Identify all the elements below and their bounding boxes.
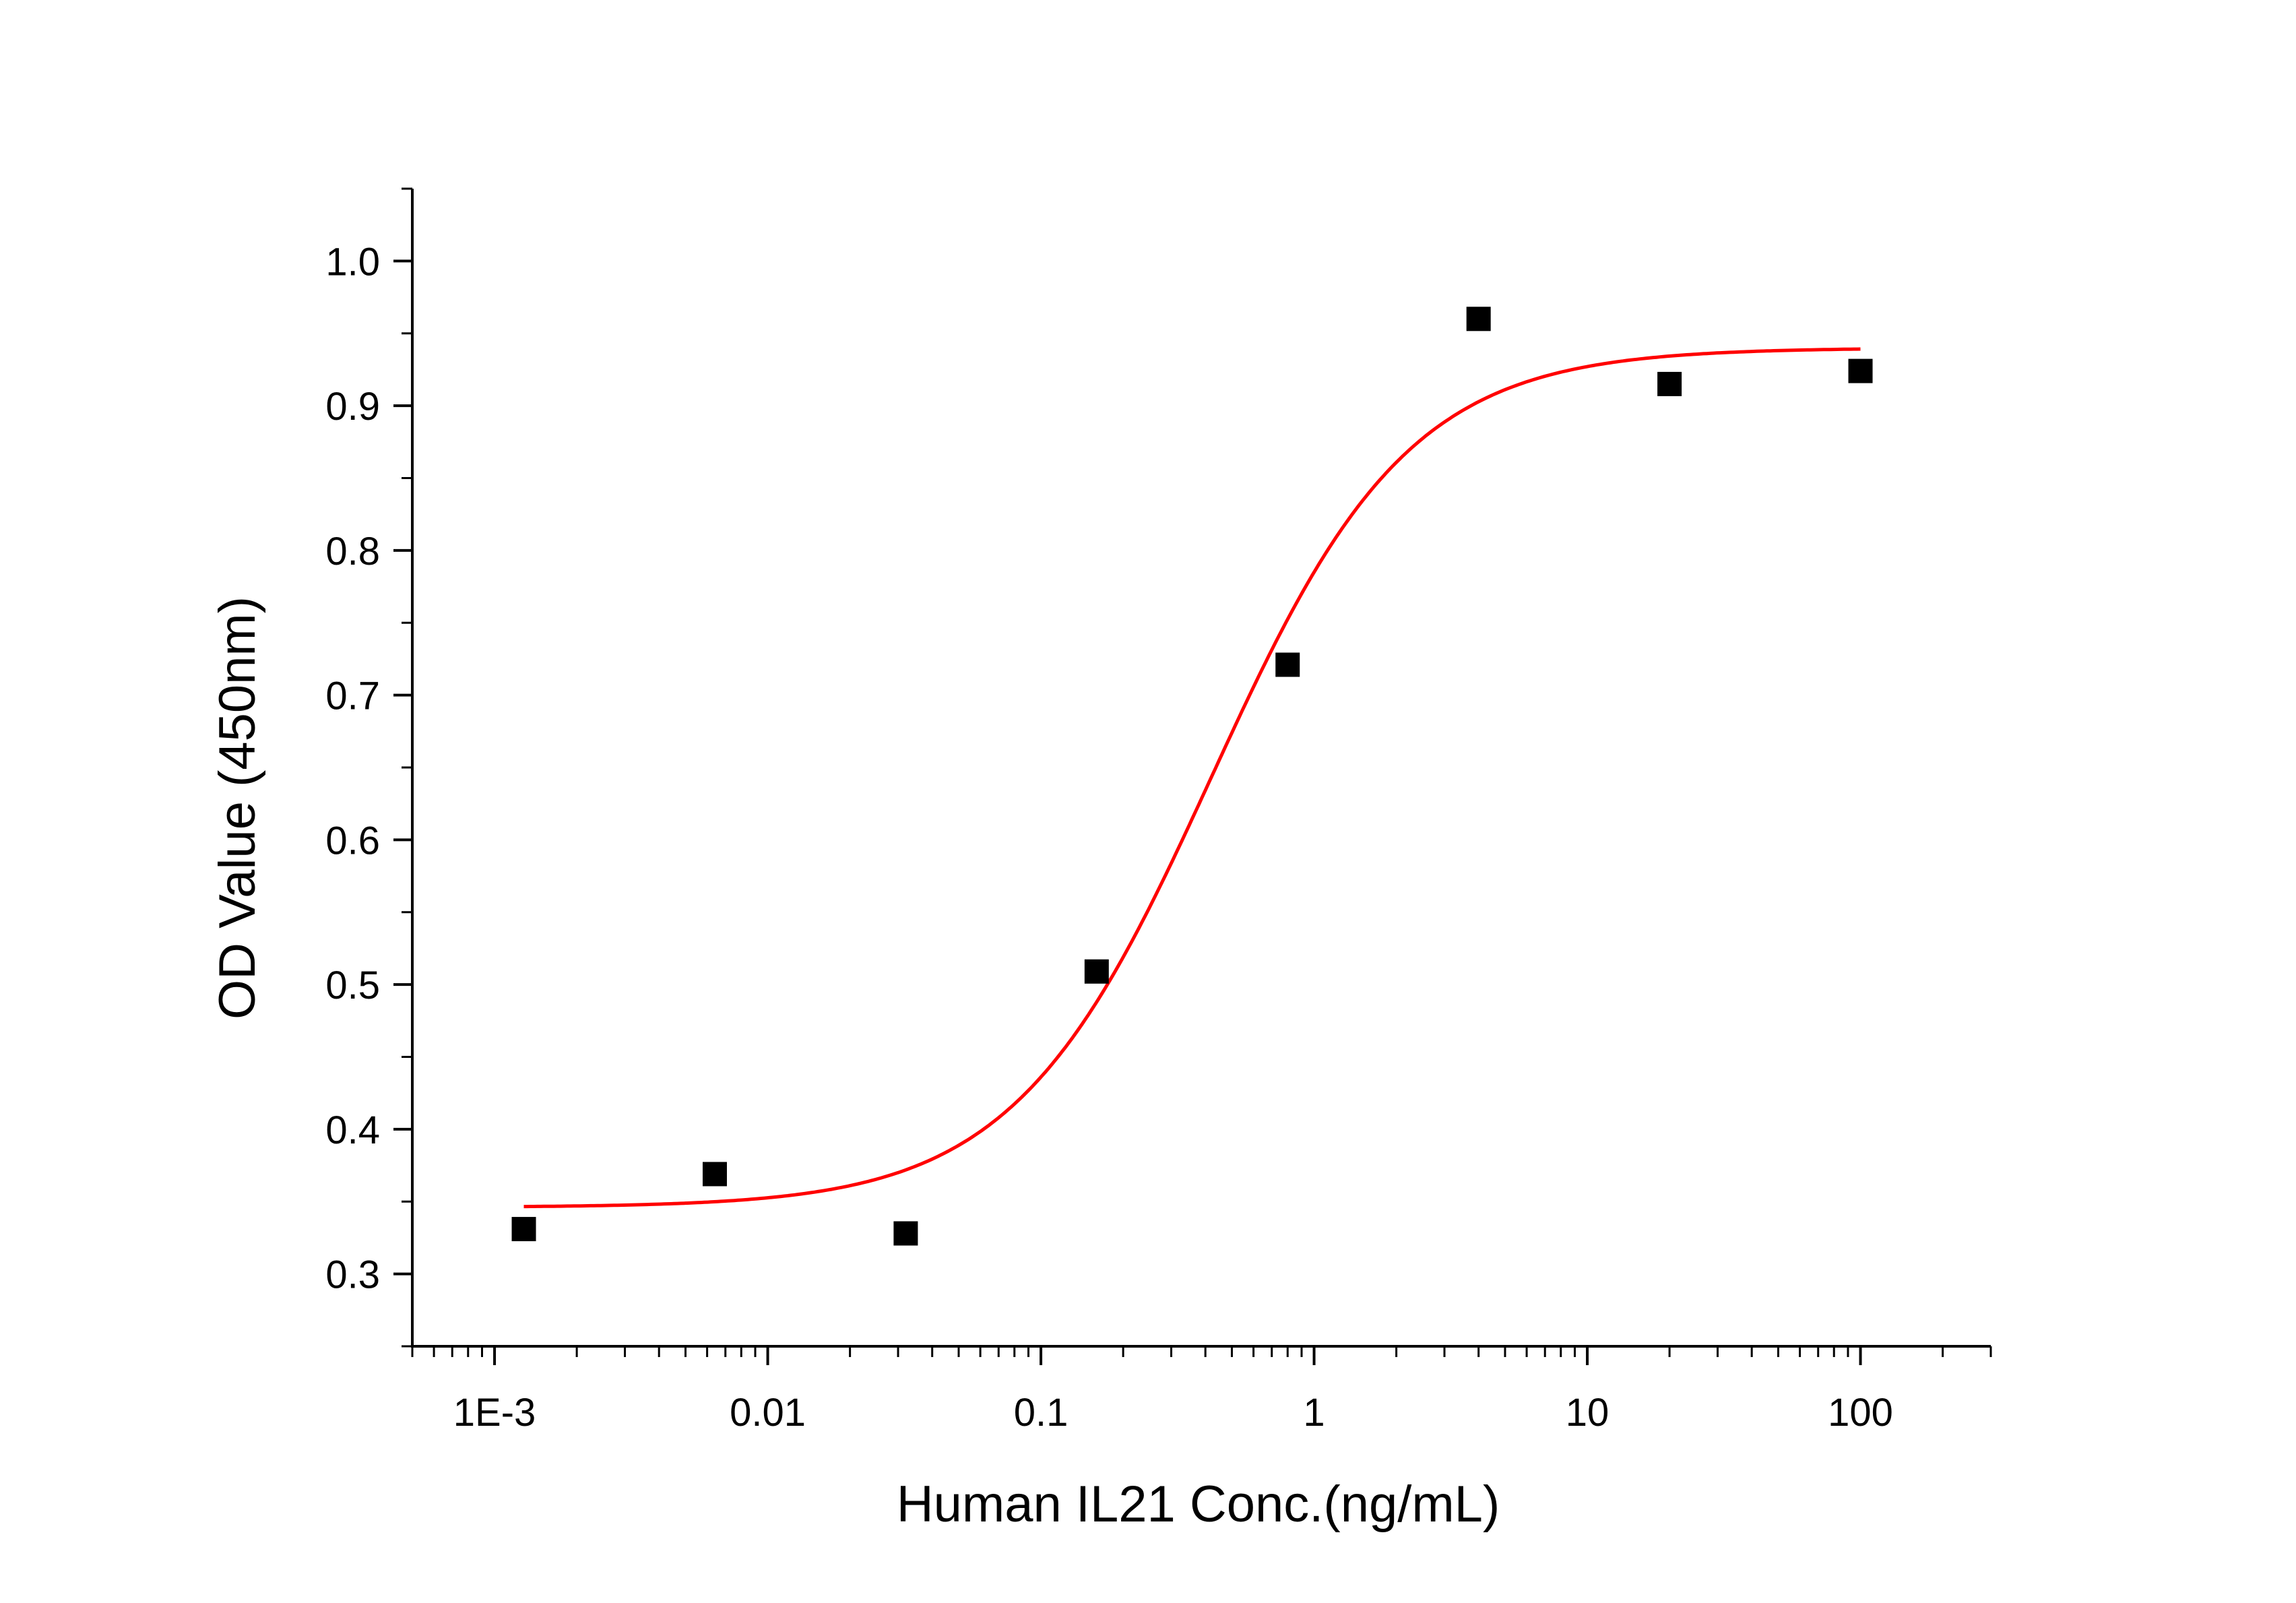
y-tick-label: 0.8: [325, 530, 380, 573]
x-tick-label: 0.01: [730, 1391, 806, 1435]
data-point: [1084, 959, 1109, 984]
data-point: [702, 1162, 727, 1187]
fit-curve: [523, 347, 1861, 1209]
y-tick-label: 0.5: [325, 964, 380, 1007]
data-point: [511, 1217, 536, 1242]
y-tick-label: 0.4: [325, 1108, 380, 1152]
data-point: [1466, 307, 1491, 332]
x-axis-label: Human IL21 Conc.(ng/mL): [897, 1476, 1500, 1533]
x-tick-label: 1E-3: [453, 1391, 536, 1435]
data-point: [893, 1221, 918, 1246]
y-tick-label: 1.0: [325, 240, 380, 284]
data-point: [1657, 371, 1682, 396]
data-point: [1275, 652, 1300, 677]
y-tick-label: 0.9: [325, 385, 380, 429]
y-tick-label: 0.7: [325, 674, 380, 718]
x-tick-label: 100: [1828, 1391, 1893, 1435]
y-axis-ticks: 0.3 0.4 0.5 0.6 0.7 0.8 0.9 1.0: [325, 187, 412, 1348]
y-tick-label: 0.3: [325, 1253, 380, 1297]
data-points: [511, 307, 1873, 1246]
x-tick-label: 10: [1566, 1391, 1609, 1435]
x-tick-label: 1: [1303, 1391, 1325, 1435]
x-tick-label: 0.1: [1014, 1391, 1069, 1435]
y-tick-label: 0.6: [325, 819, 380, 862]
y-axis-label: OD Value (450nm): [209, 596, 266, 1019]
x-axis-ticks: 1E-3 0.01 0.1 1 10 100: [411, 1346, 1992, 1435]
data-point: [1848, 358, 1873, 383]
axes: [411, 189, 1991, 1348]
